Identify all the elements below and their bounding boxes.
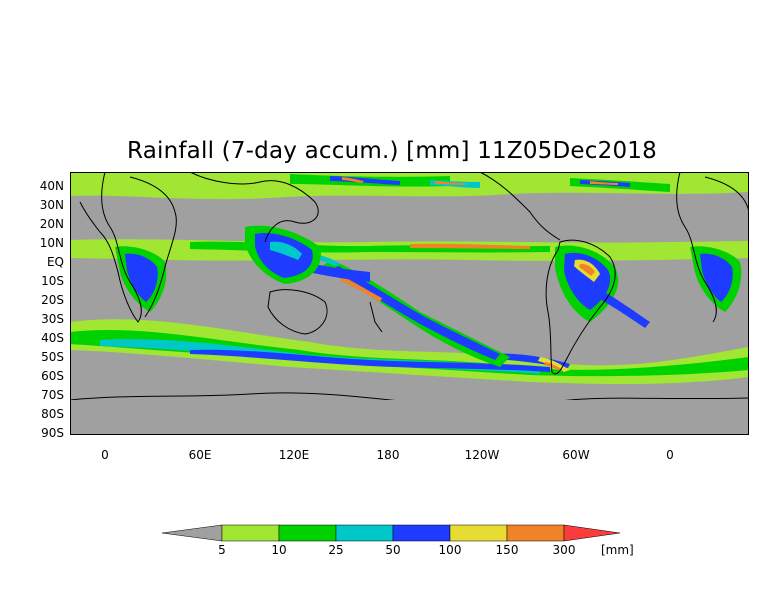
lat-label: 30S [41,312,64,326]
legend-label: 300 [552,543,576,557]
lat-label: 20N [39,217,64,231]
legend-colorbar [161,524,621,542]
map-frame [70,172,749,435]
rain-south-america [555,245,650,328]
legend-swatch [221,524,280,542]
legend-unit: [mm] [601,543,634,557]
legend-label: 25 [328,543,344,557]
lat-label: 20S [41,293,64,307]
lat-label: 80S [41,407,64,421]
lon-label: 120W [464,448,500,462]
lon-label: 60E [188,448,212,462]
legend-arrow-low [161,524,223,542]
lon-label: 0 [666,448,674,462]
rainfall-map [70,172,749,435]
lat-label: 50S [41,350,64,364]
map-background [70,172,749,435]
antarctica [70,400,749,435]
legend-label: 100 [438,543,462,557]
rain-maritime-continent [245,225,321,284]
legend-swatch [506,524,565,542]
rain-band-spcz [320,260,510,367]
lon-label: 60W [562,448,590,462]
lat-label: 10N [39,236,64,250]
legend-label: 50 [385,543,401,557]
legend-swatch [392,524,451,542]
legend-swatch [449,524,508,542]
rain-band-northern [70,172,749,200]
legend-label: 150 [495,543,519,557]
map-title: Rainfall (7-day accum.) [mm] 11Z05Dec201… [127,138,657,164]
lat-label: 70S [41,388,64,402]
legend-label: 10 [271,543,287,557]
legend-arrow-high [563,524,621,542]
rain-africa [115,246,742,312]
legend-label: 5 [218,543,226,557]
lon-label: 0 [101,448,109,462]
lon-label: 180 [376,448,400,462]
lat-label: EQ [46,255,64,269]
lat-label: 30N [39,198,64,212]
rain-band-southern [70,319,749,385]
lat-label: 90S [41,426,64,440]
legend-swatch [278,524,337,542]
lat-label: 40S [41,331,64,345]
lon-label: 120E [278,448,310,462]
lat-label: 40N [39,179,64,193]
lat-label: 10S [41,274,64,288]
legend-swatch [335,524,394,542]
lat-label: 60S [41,369,64,383]
